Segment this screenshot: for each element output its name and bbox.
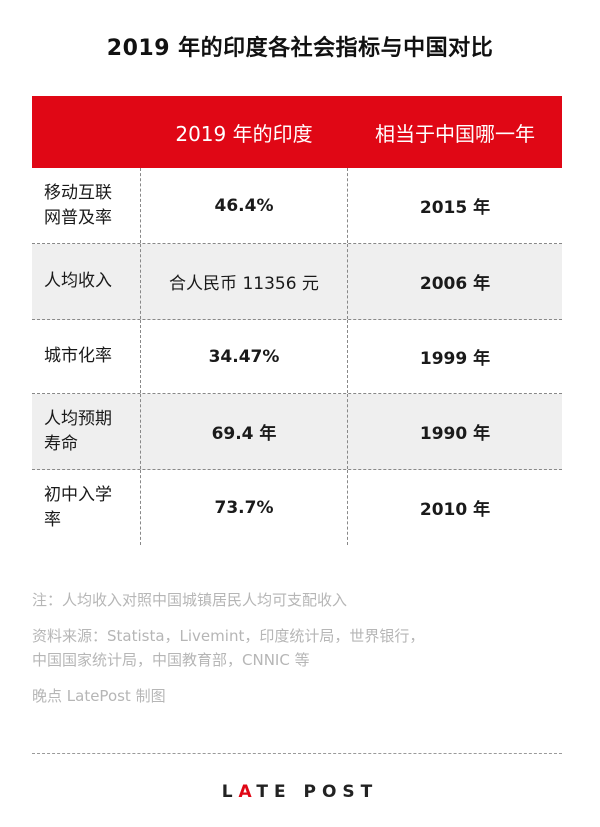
header-cell-india: 2019 年的印度 (175, 121, 313, 146)
table-header: 2019 年的印度 相当于中国哪一年 (32, 96, 562, 168)
indicator-label-line: 城市化率 (44, 346, 112, 366)
indicator-label-line: 初中入学 (44, 484, 112, 505)
table-row: 人均预期寿命 69.4 年 1990 年 (32, 394, 562, 470)
logo-accent-letter: A (238, 782, 257, 802)
indicator-label-line: 移动互联 (44, 182, 112, 203)
indicator-cell: 人均预期 寿命 (32, 394, 140, 469)
china-year-cell: 2015 年 (419, 198, 491, 218)
income-note: 注：人均收入对照中国城镇居民人均可支配收入 (32, 591, 348, 609)
page-title: 2019 年的印度各社会指标与中国对比 (106, 36, 494, 61)
indicator-cell: 移动互联 网普及率 (32, 168, 140, 243)
footnotes: 注：人均收入对照中国城镇居民人均可支配收入 资料来源：Statista，Live… (32, 588, 572, 720)
table-row: 移动互联网普及率 46.4% 2015 年 (32, 168, 562, 244)
table-row: 人均收入 合人民币 11356 元 2006 年 (32, 244, 562, 320)
latepost-logo: LATE POST (0, 782, 600, 802)
sources-line: 中国国家统计局，中国教育部，CNNIC 等 (32, 651, 310, 669)
indicator-cell: 人均收入 (32, 244, 140, 319)
india-value-cell: 73.7% (140, 470, 348, 545)
india-value-cell: 34.47% (140, 320, 348, 393)
china-year-cell: 2010 年 (419, 500, 491, 520)
indicator-cell: 城市化率 (32, 320, 140, 393)
comparison-table: 2019 年的印度 相当于中国哪一年 移动互联网普及率 46.4% 2015 年… (32, 96, 562, 545)
india-value-cell: 46.4% (140, 168, 348, 243)
logo-text: TE POST (256, 782, 379, 802)
header-cell-china: 相当于中国哪一年 (375, 121, 535, 146)
sources-line: 资料来源：Statista，Livemint，印度统计局，世界银行， (32, 627, 425, 645)
indicator-label-line: 寿命 (44, 433, 78, 454)
china-year-cell: 1990 年 (419, 424, 491, 444)
indicator-cell: 初中入学率 (32, 470, 140, 545)
indicator-label-line: 网普及率 (44, 207, 112, 228)
china-year-cell: 2006 年 (419, 274, 491, 294)
indicator-label-line: 人均收入 (44, 271, 112, 291)
india-value-cell: 69.4 年 (140, 394, 348, 469)
table-row: 城市化率 34.47% 1999 年 (32, 320, 562, 394)
footer-divider (32, 753, 562, 754)
india-value-cell: 合人民币 11356 元 (140, 244, 348, 319)
logo-text: L (221, 782, 239, 802)
indicator-label-line: 率 (44, 509, 61, 530)
credit-note: 晚点 LatePost 制图 (32, 687, 166, 705)
china-year-cell: 1999 年 (419, 349, 491, 369)
table-row: 初中入学率 73.7% 2010 年 (32, 470, 562, 545)
sources-note: 资料来源：Statista，Livemint，印度统计局，世界银行， 中国国家统计… (32, 624, 572, 672)
indicator-label-line: 人均预期 (44, 408, 112, 429)
